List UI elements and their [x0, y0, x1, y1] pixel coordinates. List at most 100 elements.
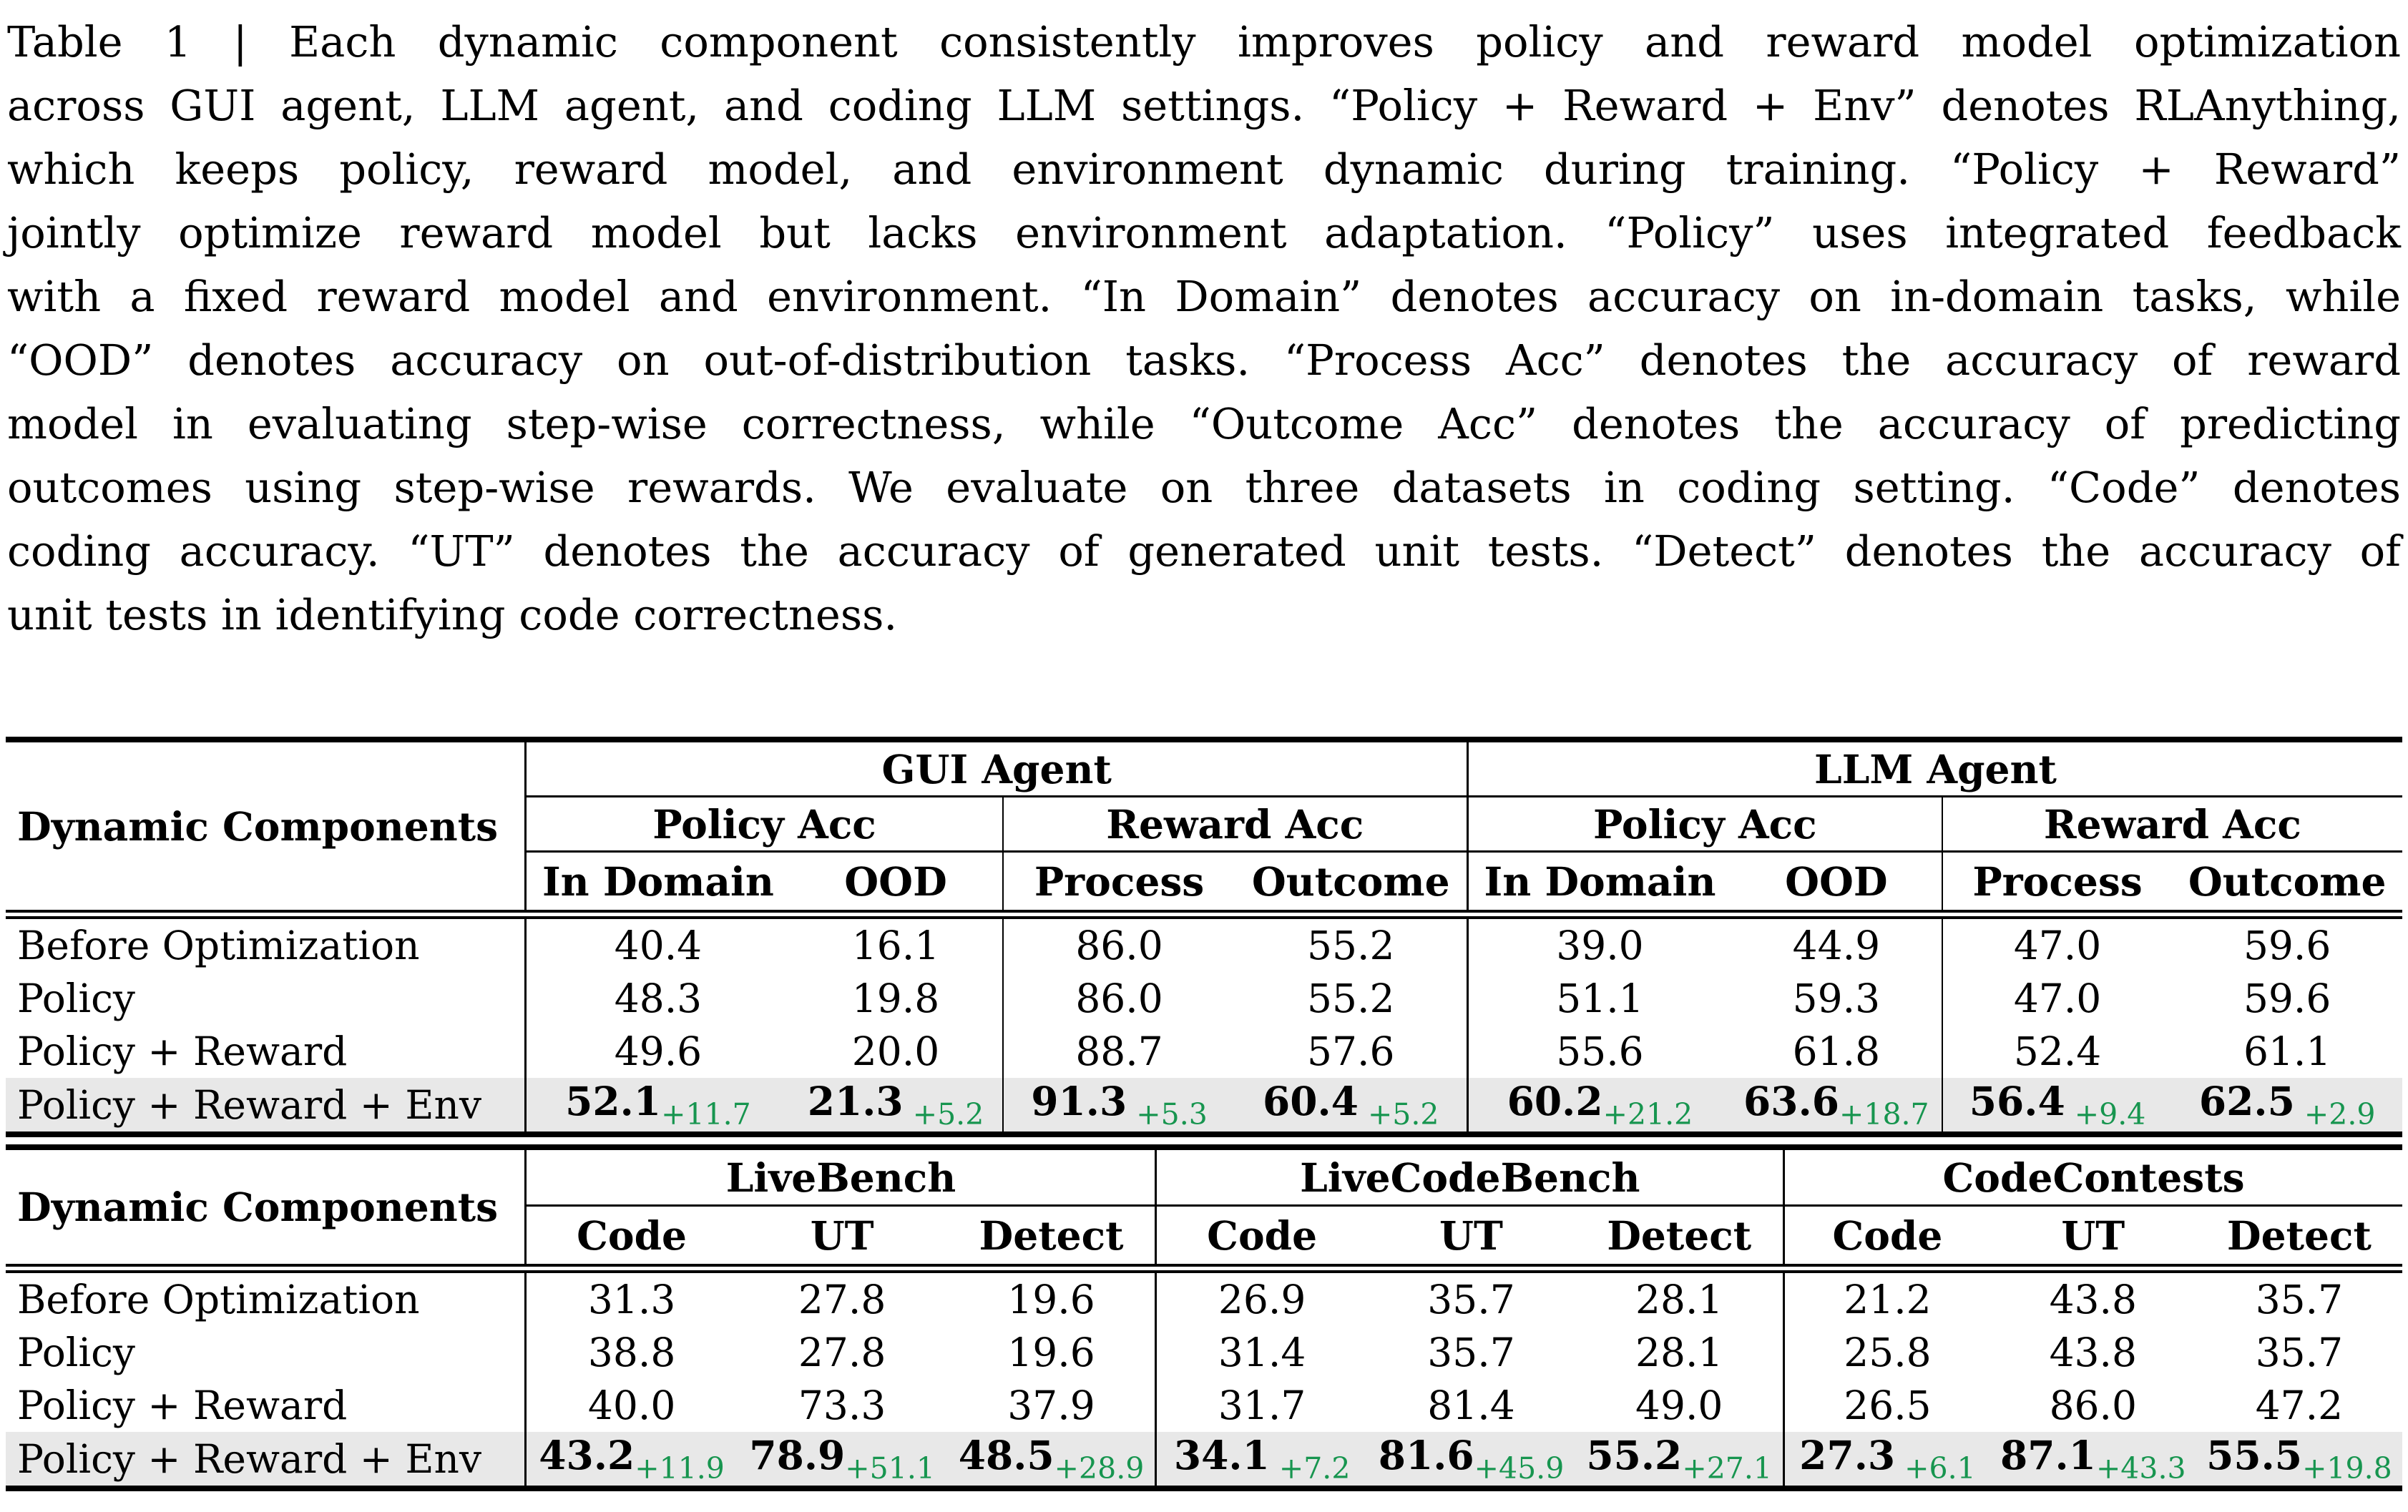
header-reward-acc: Reward Acc: [1002, 796, 1468, 853]
value: 78.9: [749, 1432, 846, 1478]
value-cell: 20.0: [851, 1029, 940, 1074]
header-detect: Detect: [979, 1212, 1124, 1259]
agents-results-table: Dynamic Components GUI Agent LLM Agent P…: [6, 737, 2402, 1137]
value-cell: 35.7: [1427, 1330, 1515, 1375]
value-cell: 38.8: [587, 1330, 676, 1375]
value-cell: 40.0: [587, 1383, 676, 1428]
value-cell: 47.2: [2255, 1383, 2344, 1428]
value: 55.2: [1586, 1432, 1683, 1478]
gain-value: +7.2: [1269, 1451, 1351, 1486]
row-label: Policy: [6, 972, 527, 1025]
value: 48.5: [958, 1432, 1054, 1478]
table-row-highlighted: Policy + Reward + Env 43.2+11.9 78.9+51.…: [6, 1432, 2402, 1488]
header-ut: UT: [810, 1212, 874, 1259]
value-cell: 52.1+11.7: [525, 1078, 790, 1134]
value-cell: 86.0: [1002, 972, 1235, 1025]
value-cell: 61.1: [2243, 1029, 2331, 1074]
value: 87.1: [2000, 1432, 2096, 1478]
value-cell: 55.2: [1307, 976, 1395, 1021]
caption-line: unit tests in identifying code correctne…: [7, 590, 898, 639]
row-label: Policy + Reward + Env: [6, 1078, 527, 1134]
gain-value: +28.9: [1054, 1451, 1145, 1486]
value-cell: 43.2+11.9: [525, 1432, 737, 1488]
value-cell: 56.4 +9.4: [1941, 1078, 2173, 1134]
value: 55.5: [2206, 1432, 2303, 1478]
table-row: Policy 48.3 19.8 86.0 55.2 51.1 59.3 47.…: [6, 972, 2402, 1025]
value: 63.6: [1743, 1078, 1839, 1124]
value-cell: 40.4: [525, 910, 790, 972]
row-label: Policy + Reward: [6, 1379, 527, 1432]
header-code: Code: [577, 1212, 687, 1259]
caption-line: Table 1 | Each dynamic component consist…: [7, 17, 2401, 67]
header-row-columns: Code UT Detect Code UT Detect Code UT De…: [6, 1205, 2402, 1269]
value-cell: 73.3: [798, 1383, 886, 1428]
table-caption: Table 1 | Each dynamic component consist…: [7, 10, 2401, 647]
header-process: Process: [1002, 851, 1235, 915]
header-in-domain: In Domain: [1466, 851, 1731, 915]
value-cell: 47.0: [1941, 910, 2173, 972]
value-cell: 60.2+21.2: [1466, 1078, 1731, 1134]
header-outcome: Outcome: [2188, 858, 2387, 905]
caption-line: across GUI agent, LLM agent, and coding …: [7, 81, 2401, 130]
table-row: Policy + Reward 40.0 73.3 37.9 31.7 81.4…: [6, 1379, 2402, 1432]
header-ood: OOD: [1785, 858, 1888, 905]
value: 52.1: [565, 1078, 662, 1124]
value-cell: 91.3 +5.3: [1002, 1078, 1235, 1134]
gain-value: +6.1: [1895, 1451, 1976, 1486]
gain-value: +19.8: [2302, 1451, 2392, 1486]
value-cell: 86.0: [1002, 910, 1235, 972]
value-cell: 31.7: [1155, 1379, 1367, 1432]
gain-value: +27.1: [1682, 1451, 1772, 1486]
value-cell: 19.8: [851, 976, 940, 1021]
value-cell: 43.8: [2049, 1330, 2138, 1375]
gain-value: +18.7: [1839, 1097, 1929, 1131]
row-label: Before Optimization: [6, 910, 527, 972]
value: 34.1: [1173, 1432, 1270, 1478]
header-policy-acc: Policy Acc: [525, 796, 1003, 853]
value-cell: 21.3 +5.2: [789, 1078, 1003, 1134]
value-cell: 49.6: [614, 1029, 703, 1074]
table-row: Policy + Reward 49.6 20.0 88.7 57.6 55.6…: [6, 1025, 2402, 1078]
header-reward-acc: Reward Acc: [1941, 796, 2402, 853]
gain-value: +21.2: [1602, 1097, 1693, 1131]
value-cell: 27.8: [736, 1264, 948, 1326]
value-cell: 59.6: [2172, 910, 2402, 972]
value-cell: 48.5+28.9: [947, 1432, 1156, 1488]
gain-value: +9.4: [2065, 1097, 2146, 1131]
value-cell: 81.6+45.9: [1366, 1432, 1576, 1488]
value-cell: 55.6: [1466, 1025, 1731, 1078]
gain-value: +51.1: [845, 1451, 935, 1486]
table-row-highlighted: Policy + Reward + Env 52.1+11.7 21.3 +5.…: [6, 1078, 2402, 1134]
value-cell: 87.1+43.3: [1989, 1432, 2196, 1488]
header-outcome: Outcome: [1251, 858, 1450, 905]
value-cell: 16.1: [789, 910, 1003, 972]
value-cell: 27.8: [798, 1330, 886, 1375]
value-cell: 35.7: [1366, 1264, 1576, 1326]
caption-line: coding accuracy. “UT” denotes the accura…: [7, 526, 2401, 576]
header-detect: Detect: [1607, 1212, 1752, 1259]
row-label: Policy + Reward: [6, 1025, 527, 1078]
gain-value: +5.2: [903, 1097, 984, 1131]
value-cell: 78.9+51.1: [736, 1432, 948, 1488]
value: 21.3: [807, 1078, 904, 1124]
value-cell: 21.2: [1783, 1264, 1990, 1326]
value-cell: 44.9: [1731, 910, 1942, 972]
value-cell: 28.1: [1575, 1264, 1784, 1326]
value-cell: 61.8: [1792, 1029, 1881, 1074]
header-row-columns: In Domain OOD Process Outcome In Domain …: [6, 851, 2402, 915]
gain-value: +45.9: [1474, 1451, 1565, 1486]
value: 60.2: [1507, 1078, 1603, 1124]
value-cell: 86.0: [2049, 1383, 2138, 1428]
header-llm-agent: LLM Agent: [1466, 740, 2402, 797]
header-code: Code: [1155, 1205, 1367, 1269]
value-cell: 88.7: [1002, 1025, 1235, 1078]
row-label: Policy + Reward + Env: [6, 1432, 527, 1488]
header-code: Code: [1783, 1205, 1990, 1269]
caption-line: “OOD” denotes accuracy on out-of-distrib…: [7, 335, 2401, 385]
caption-line: with a fixed reward model and environmen…: [7, 272, 2401, 321]
header-in-domain: In Domain: [542, 858, 774, 905]
header-row-subgroups: Policy Acc Reward Acc Policy Acc Reward …: [6, 796, 2402, 853]
caption-line: model in evaluating step-wise correctnes…: [7, 399, 2401, 448]
value-cell: 63.6+18.7: [1731, 1078, 1942, 1134]
value: 27.3: [1799, 1432, 1896, 1478]
